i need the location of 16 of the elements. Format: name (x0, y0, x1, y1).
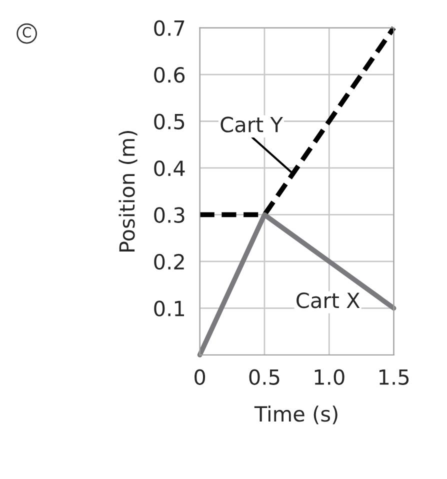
series-label: Cart X (296, 292, 360, 308)
series-label: Cart Y (220, 116, 283, 132)
y-tick-label: 0.1 (154, 300, 184, 316)
text: C (22, 27, 31, 38)
y-tick-label: 0.4 (154, 160, 185, 176)
x-tick-label: 0.5 (249, 369, 280, 385)
y-tick-label: 0.2 (154, 254, 184, 270)
x-tick-label: 0 (194, 369, 206, 385)
x-tick-label: 1.0 (314, 369, 344, 385)
y-tick-label: 0.6 (154, 66, 185, 83)
y-axis-title: Position (m) (118, 131, 138, 252)
y-tick-label: 0.7 (154, 20, 184, 36)
x-tick-label: 1.5 (380, 369, 409, 385)
y-tick-label: 0.3 (154, 207, 184, 223)
x-axis-title: Time (s) (254, 406, 338, 424)
y-tick-label: 0.5 (154, 114, 184, 130)
